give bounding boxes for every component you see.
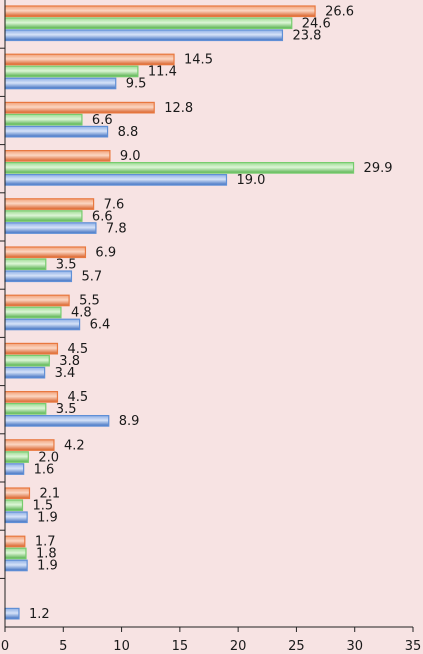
- data-label-series-1-6: 6.9: [95, 246, 116, 261]
- data-label-series-2-8: 3.8: [59, 354, 80, 369]
- data-label-series-1-7: 5.5: [79, 294, 100, 309]
- data-label-series-3-6: 5.7: [81, 270, 102, 285]
- x-tick-label-20: 20: [230, 639, 247, 654]
- data-label-series-1-12: 1.7: [35, 535, 56, 550]
- bar-series-3-1: [4, 29, 284, 42]
- x-tick-label-10: 10: [113, 639, 130, 654]
- bar-series-1-12: [4, 535, 26, 548]
- data-label-series-2-11: 1.5: [32, 499, 53, 514]
- data-label-series-1-3: 12.8: [164, 101, 193, 116]
- data-label-series-1-9: 4.5: [67, 390, 88, 405]
- bar-series-3-2: [4, 77, 117, 90]
- bar-series-1-4: [4, 150, 111, 162]
- bar-series-2-1: [4, 17, 293, 30]
- bar-series-3-7: [4, 318, 81, 331]
- bar-series-3-10: [4, 463, 25, 475]
- bar-series-2-7: [4, 306, 62, 319]
- bar-series-2-10: [4, 451, 29, 463]
- bar-series-2-6: [4, 258, 47, 271]
- bar-series-1-6: [4, 246, 87, 259]
- bar-series-1-9: [4, 391, 59, 403]
- bar-series-3-12: [4, 559, 28, 572]
- x-tick-label-25: 25: [288, 639, 305, 654]
- data-label-series-3-13: 1.2: [29, 607, 50, 622]
- bar-series-1-11: [4, 487, 31, 500]
- bar-series-3-6: [4, 270, 73, 283]
- data-label-series-2-6: 3.5: [56, 258, 77, 273]
- data-label-series-1-2: 14.5: [184, 53, 213, 68]
- bar-series-3-13: [4, 607, 20, 620]
- bar-series-2-9: [4, 403, 47, 415]
- bar-series-1-3: [4, 101, 155, 114]
- bar-series-3-8: [4, 366, 46, 379]
- data-label-series-2-3: 6.6: [92, 113, 113, 128]
- bar-series-2-11: [4, 499, 24, 512]
- data-label-series-2-12: 1.8: [36, 547, 57, 562]
- x-tick-label-5: 5: [59, 639, 67, 654]
- bar-series-3-3: [4, 125, 109, 138]
- data-label-series-1-8: 4.5: [67, 342, 88, 357]
- bar-series-1-10: [4, 439, 55, 451]
- bar-series-2-5: [4, 210, 83, 222]
- bar-series-3-4: [4, 174, 228, 186]
- bar-series-2-3: [4, 113, 83, 126]
- data-label-series-3-11: 1.9: [37, 511, 58, 526]
- data-label-series-3-10: 1.6: [34, 462, 55, 477]
- x-tick-label-15: 15: [172, 639, 189, 654]
- data-label-series-3-9: 8.9: [119, 414, 140, 429]
- bar-series-2-2: [4, 65, 139, 78]
- data-label-series-1-11: 2.1: [39, 487, 60, 502]
- bar-series-1-8: [4, 342, 59, 355]
- bar-series-2-4: [4, 162, 355, 174]
- data-label-series-3-2: 9.5: [126, 77, 147, 92]
- data-label-series-1-5: 7.6: [104, 197, 125, 212]
- data-label-series-3-7: 6.4: [90, 318, 111, 333]
- bar-series-1-1: [4, 5, 316, 18]
- data-label-series-1-4: 9.0: [120, 149, 141, 164]
- data-label-series-2-9: 3.5: [56, 402, 77, 417]
- bar-series-3-9: [4, 415, 110, 427]
- x-tick-label-0: 0: [1, 639, 9, 654]
- bar-series-1-2: [4, 53, 175, 66]
- data-label-series-3-8: 3.4: [55, 366, 76, 381]
- bar-series-2-12: [4, 547, 27, 560]
- data-label-series-2-2: 11.4: [148, 65, 177, 80]
- data-label-series-3-1: 23.8: [292, 29, 321, 44]
- data-label-series-2-7: 4.8: [71, 306, 92, 321]
- data-label-series-3-5: 7.8: [106, 221, 127, 236]
- data-label-series-3-12: 1.9: [37, 559, 58, 574]
- bar-series-1-7: [4, 294, 70, 307]
- bar-series-3-5: [4, 222, 97, 234]
- data-label-series-1-10: 4.2: [64, 438, 85, 453]
- data-label-series-3-4: 19.0: [236, 173, 265, 188]
- bar-series-2-8: [4, 354, 50, 367]
- data-label-series-2-5: 6.6: [92, 209, 113, 224]
- data-label-series-1-1: 26.6: [325, 5, 354, 20]
- bar-series-3-11: [4, 511, 28, 524]
- data-label-series-2-1: 24.6: [302, 17, 331, 32]
- x-tick-label-35: 35: [405, 639, 422, 654]
- bar-series-1-5: [4, 198, 95, 210]
- x-tick-label-30: 30: [346, 639, 363, 654]
- data-label-series-2-4: 29.9: [364, 161, 393, 176]
- data-label-series-3-3: 8.8: [118, 125, 139, 140]
- data-label-series-2-10: 2.0: [38, 450, 59, 465]
